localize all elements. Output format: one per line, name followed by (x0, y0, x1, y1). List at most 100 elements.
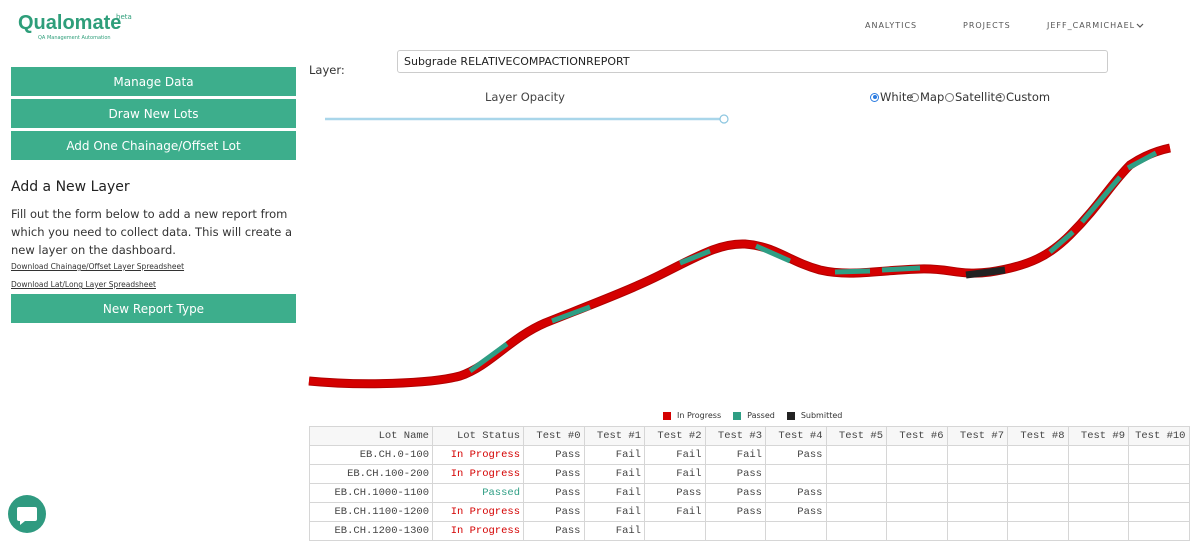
lot-name: EB.CH.1000-1100 (309, 483, 433, 503)
empty-cell (765, 464, 827, 484)
opacity-label: Layer Opacity (485, 90, 565, 104)
lot-status: Passed (432, 483, 524, 503)
user-menu[interactable]: JEFF_CARMICHAEL (1047, 21, 1136, 30)
test-result: Pass (704, 502, 766, 522)
column-header: Test #2 (644, 426, 706, 446)
test-result: Fail (583, 445, 645, 465)
empty-cell (1067, 521, 1129, 541)
empty-cell (886, 464, 948, 484)
empty-cell (1007, 483, 1069, 503)
empty-cell (704, 521, 766, 541)
empty-cell (886, 502, 948, 522)
test-result: Fail (583, 464, 645, 484)
button[interactable]: New Report Type (11, 294, 296, 323)
button[interactable]: Add One Chainage/Offset Lot (11, 131, 296, 160)
column-header: Test #9 (1067, 426, 1129, 446)
table-row: EB.CH.0-100 In Progress Pass Fail Fail Fail Pa… (309, 445, 1190, 465)
empty-cell (1067, 502, 1129, 522)
radio-dot[interactable] (870, 92, 879, 102)
empty-cell (1128, 445, 1190, 465)
empty-cell (1007, 464, 1069, 484)
download-link[interactable]: Download Chainage/Offset Layer Spreadshe… (11, 262, 185, 271)
test-result: Pass (765, 483, 827, 503)
empty-cell (1007, 521, 1069, 541)
table-row: EB.CH.1200-1300 In Progress Pass Fail (309, 521, 1190, 541)
radio-dot[interactable] (996, 92, 1005, 102)
test-result: Pass (523, 445, 585, 465)
test-result: Fail (644, 445, 706, 465)
empty-cell (1067, 445, 1129, 465)
basemap-option[interactable]: White (870, 90, 913, 104)
column-header: Test #4 (765, 426, 827, 446)
test-result: Fail (583, 502, 645, 522)
empty-cell (946, 464, 1008, 484)
lot-name: EB.CH.1100-1200 (309, 502, 433, 522)
lot-name: EB.CH.100-200 (309, 464, 433, 484)
empty-cell (886, 521, 948, 541)
empty-cell (644, 521, 706, 541)
lot-name: EB.CH.0-100 (309, 445, 433, 465)
empty-cell (825, 483, 887, 503)
column-header: Test #7 (946, 426, 1008, 446)
test-result: Fail (704, 445, 766, 465)
empty-cell (886, 445, 948, 465)
empty-cell (1128, 502, 1190, 522)
layer-select[interactable]: Subgrade RELATIVECOMPACTIONREPORT (397, 50, 1108, 73)
column-header: Lot Name (309, 426, 433, 446)
table-row: EB.CH.1000-1100 Passed Pass Fail Pass Pass Pas… (309, 483, 1190, 503)
test-result: Pass (523, 502, 585, 522)
test-result: Pass (765, 502, 827, 522)
legend-swatch (733, 411, 742, 420)
logo[interactable]: Qualomate (18, 12, 122, 34)
button[interactable]: Manage Data (11, 67, 296, 96)
legend-item: In Progress (663, 411, 721, 420)
download-link[interactable]: Download Lat/Long Layer Spreadsheet (11, 280, 156, 289)
lot-status: In Progress (432, 521, 524, 541)
table-row: EB.CH.1100-1200 In Progress Pass Fail Fail Pa… (309, 502, 1190, 522)
column-header: Test #5 (825, 426, 887, 446)
column-header: Test #10 (1128, 426, 1190, 446)
radio-label[interactable]: White (880, 90, 914, 104)
column-header: Test #0 (523, 426, 585, 446)
column-header: Test #1 (583, 426, 645, 446)
basemap-option[interactable]: Custom (996, 90, 1050, 104)
radio-dot[interactable] (945, 92, 954, 102)
legend-label: Submitted (800, 411, 843, 420)
test-result: Pass (644, 483, 706, 503)
heading: Add a New Layer (11, 179, 130, 195)
empty-cell (946, 502, 1008, 522)
empty-cell (1067, 483, 1129, 503)
column-header: Test #3 (704, 426, 766, 446)
column-header: Test #6 (886, 426, 948, 446)
empty-cell (946, 445, 1008, 465)
test-result: Pass (523, 464, 585, 484)
lot-name: EB.CH.1200-1300 (309, 521, 433, 541)
test-result: Fail (583, 483, 645, 503)
legend: In Progress Passed Submitted (663, 411, 842, 420)
radio-dot[interactable] (910, 92, 919, 102)
description: Fill out the form below to add a new rep… (11, 207, 293, 257)
legend-swatch (663, 411, 671, 420)
empty-cell (1067, 464, 1129, 484)
table-row: EB.CH.100-200 In Progress Pass Fail Fail Pass (309, 464, 1190, 484)
empty-cell (946, 521, 1008, 541)
column-header: Lot Status (432, 426, 524, 446)
basemap-option[interactable]: Satellite (945, 90, 1002, 104)
lot-status: In Progress (432, 464, 524, 484)
test-result: Fail (644, 464, 706, 484)
basemap-option[interactable]: Map (910, 90, 944, 104)
button[interactable]: Draw New Lots (11, 99, 296, 128)
legend-swatch (786, 411, 795, 420)
empty-cell (1007, 502, 1069, 522)
nav-link[interactable]: PROJECTS (963, 21, 1011, 30)
radio-label[interactable]: Custom (1006, 90, 1051, 104)
chat-button[interactable] (8, 495, 48, 535)
radio-label[interactable]: Satellite (955, 90, 1003, 104)
empty-cell (825, 502, 887, 522)
opacity-slider[interactable] (320, 112, 732, 126)
empty-cell (825, 521, 887, 541)
empty-cell (1128, 483, 1190, 503)
nav-link[interactable]: ANALYTICS (865, 21, 918, 30)
radio-label[interactable]: Map (920, 90, 945, 104)
